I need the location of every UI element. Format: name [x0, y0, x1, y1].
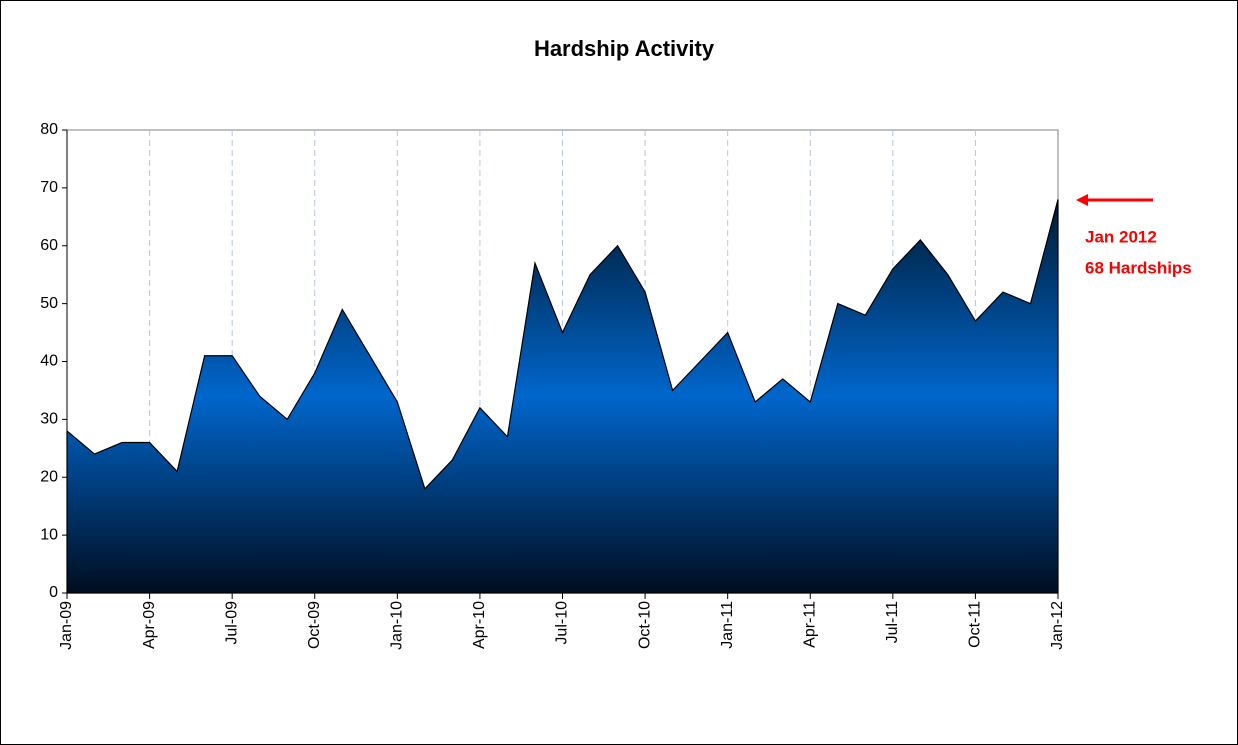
- y-tick-label: 40: [40, 353, 58, 370]
- x-tick-label: Jul-09: [223, 601, 240, 645]
- annotation-arrowhead: [1076, 194, 1088, 206]
- x-tick-label: Apr-10: [471, 601, 488, 649]
- x-tick-label: Apr-11: [801, 601, 818, 648]
- chart-title: Hardship Activity: [534, 36, 715, 61]
- y-tick-label: 30: [40, 411, 58, 428]
- y-tick-label: 60: [40, 237, 58, 254]
- x-tick-label: Jul-11: [884, 601, 901, 643]
- x-tick-label: Apr-09: [141, 601, 158, 649]
- x-tick-label: Jan-10: [389, 601, 406, 650]
- area: [66, 199, 1059, 594]
- annotation: 68 Hardships: [1085, 258, 1192, 277]
- x-tick-label: Oct-11: [967, 601, 984, 648]
- x-tick-label: Jul-10: [554, 601, 571, 645]
- y-tick-label: 20: [40, 468, 58, 485]
- y-tick-label: 80: [40, 121, 58, 138]
- x-tick-label: Jan-11: [719, 601, 736, 649]
- x-tick-label: Jan-09: [58, 601, 75, 650]
- y-tick-label: 10: [40, 526, 58, 543]
- x-tick-label: Oct-10: [636, 601, 653, 649]
- y-tick-label: 50: [40, 295, 58, 312]
- y-tick-label: 0: [49, 584, 58, 601]
- x-tick-label: Jan-12: [1049, 601, 1066, 650]
- x-tick-label: Oct-09: [306, 601, 323, 649]
- annotation: Jan 2012: [1085, 227, 1157, 246]
- y-tick-label: 70: [40, 179, 58, 196]
